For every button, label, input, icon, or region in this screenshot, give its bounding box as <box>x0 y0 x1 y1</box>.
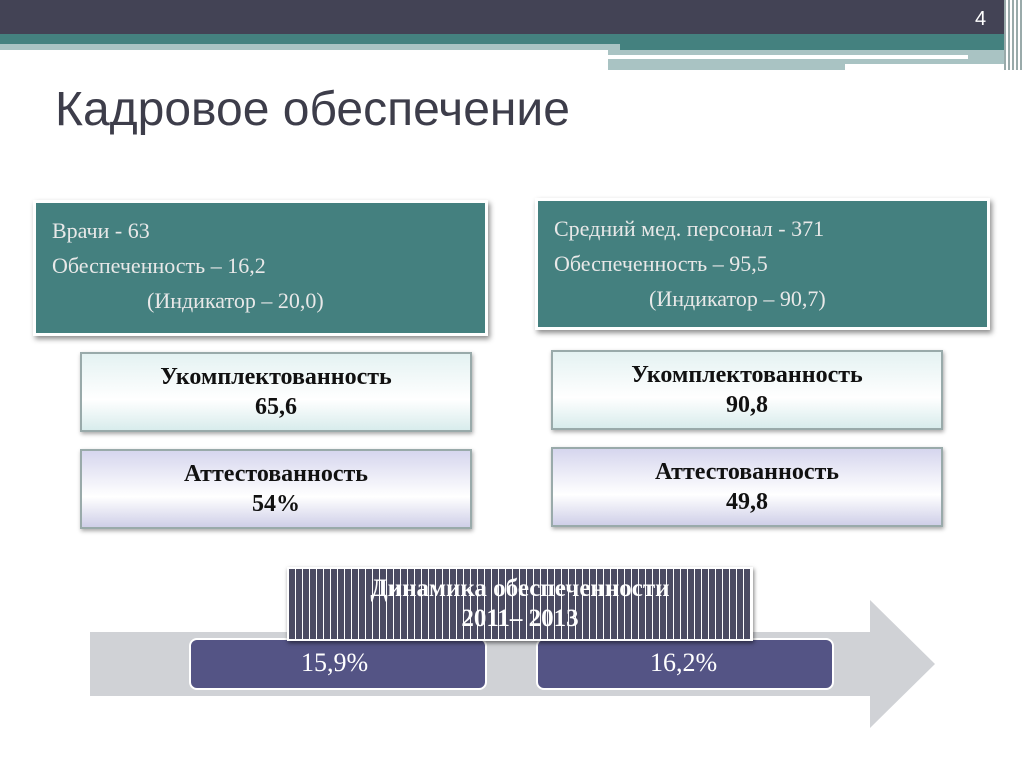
doctors-indicator: (Индикатор – 20,0) <box>147 288 324 313</box>
nurses-provision: Обеспеченность – 95,5 <box>554 251 768 276</box>
header-bar <box>0 0 1024 34</box>
certification-value: 54% <box>252 491 300 517</box>
value-2013-box: 16,2% <box>536 638 834 690</box>
value-2011: 15,9% <box>301 648 369 677</box>
doctors-certification-box: Аттестованность 54% <box>80 449 472 529</box>
certification-label: Аттестованность <box>184 461 368 487</box>
nurses-count: Средний мед. персонал - 371 <box>554 216 825 241</box>
value-2013: 16,2% <box>650 648 718 677</box>
header-line <box>845 64 1015 70</box>
nurses-staffing-box: Укомплектованность 90,8 <box>551 350 943 430</box>
dynamics-years: 2011– 2013 <box>461 605 579 632</box>
dynamics-title-box: Динамика обеспеченности 2011– 2013 <box>287 567 753 641</box>
nurses-indicator: (Индикатор – 90,7) <box>649 286 826 311</box>
doctors-provision: Обеспеченность – 16,2 <box>52 253 266 278</box>
nurses-certification-box: Аттестованность 49,8 <box>551 447 943 527</box>
staffing-label: Укомплектованность <box>160 364 392 390</box>
staffing-label: Укомплектованность <box>631 362 863 388</box>
certification-value: 49,8 <box>726 489 768 515</box>
certification-label: Аттестованность <box>655 459 839 485</box>
page-number: 4 <box>975 8 987 30</box>
page-title: Кадровое обеспечение <box>55 83 570 136</box>
header-line <box>608 55 968 59</box>
staffing-value: 90,8 <box>726 392 768 418</box>
doctors-info-box: Врачи - 63 Обеспеченность – 16,2 (Индика… <box>33 200 488 336</box>
nurses-info-box: Средний мед. персонал - 371 Обеспеченнос… <box>535 198 990 330</box>
header-stripe-light <box>0 44 620 50</box>
doctors-staffing-box: Укомплектованность 65,6 <box>80 352 472 432</box>
dynamics-title: Динамика обеспеченности <box>370 575 670 602</box>
staffing-value: 65,6 <box>255 394 297 420</box>
doctors-count: Врачи - 63 <box>52 218 150 243</box>
header-vertical-lines <box>1004 0 1024 70</box>
value-2011-box: 15,9% <box>189 638 487 690</box>
